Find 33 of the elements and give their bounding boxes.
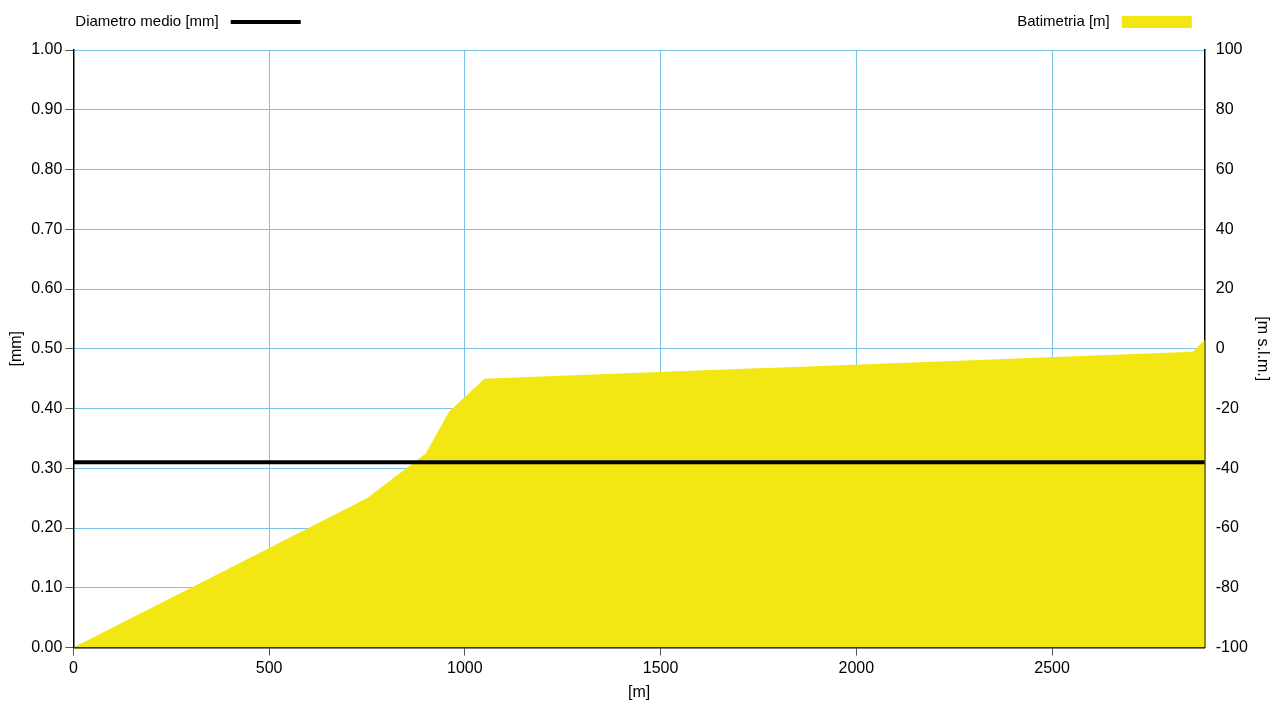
y2-tick-label: -40: [1215, 458, 1239, 476]
y2-tick-label: -60: [1215, 518, 1239, 536]
y2-tick-label: 0: [1215, 339, 1225, 357]
y2-axis-title: [m s.l.m.]: [1254, 316, 1272, 382]
legend-label: Batimetria [m]: [1017, 12, 1110, 30]
x-tick-label: 1000: [447, 658, 483, 676]
y-tick-label: 0.20: [31, 518, 63, 536]
y-tick-label: 0.60: [31, 279, 63, 297]
y2-tick-label: -80: [1215, 578, 1239, 596]
y2-tick-label: -20: [1215, 398, 1239, 416]
y-tick-label: 1.00: [31, 40, 63, 58]
y2-tick-label: 60: [1215, 159, 1234, 177]
y-tick-label: 0.40: [31, 398, 63, 416]
y-tick-label: 0.50: [31, 339, 63, 357]
y-tick-label: 0.10: [31, 578, 63, 596]
y2-tick-label: -100: [1215, 638, 1248, 656]
y-tick-label: 0.80: [31, 159, 63, 177]
y-tick-label: 0.30: [31, 458, 63, 476]
y2-tick-label: 80: [1215, 100, 1234, 118]
x-tick-label: 2500: [1034, 658, 1070, 676]
x-tick-label: 500: [255, 658, 283, 676]
x-tick-label: 1500: [642, 658, 679, 676]
x-tick-label: 0: [68, 658, 78, 676]
y-axis-title: [mm]: [7, 331, 25, 367]
y2-tick-label: 20: [1215, 279, 1234, 297]
y-tick-label: 0.70: [31, 219, 63, 237]
y2-tick-label: 40: [1215, 219, 1234, 237]
y2-tick-label: 100: [1215, 40, 1243, 58]
x-axis-title: [m]: [627, 682, 651, 700]
y-tick-label: 0.90: [31, 100, 63, 118]
x-tick-label: 2000: [838, 658, 875, 676]
legend-label: Diametro medio [mm]: [75, 12, 219, 30]
y-tick-label: 0.00: [31, 638, 63, 656]
